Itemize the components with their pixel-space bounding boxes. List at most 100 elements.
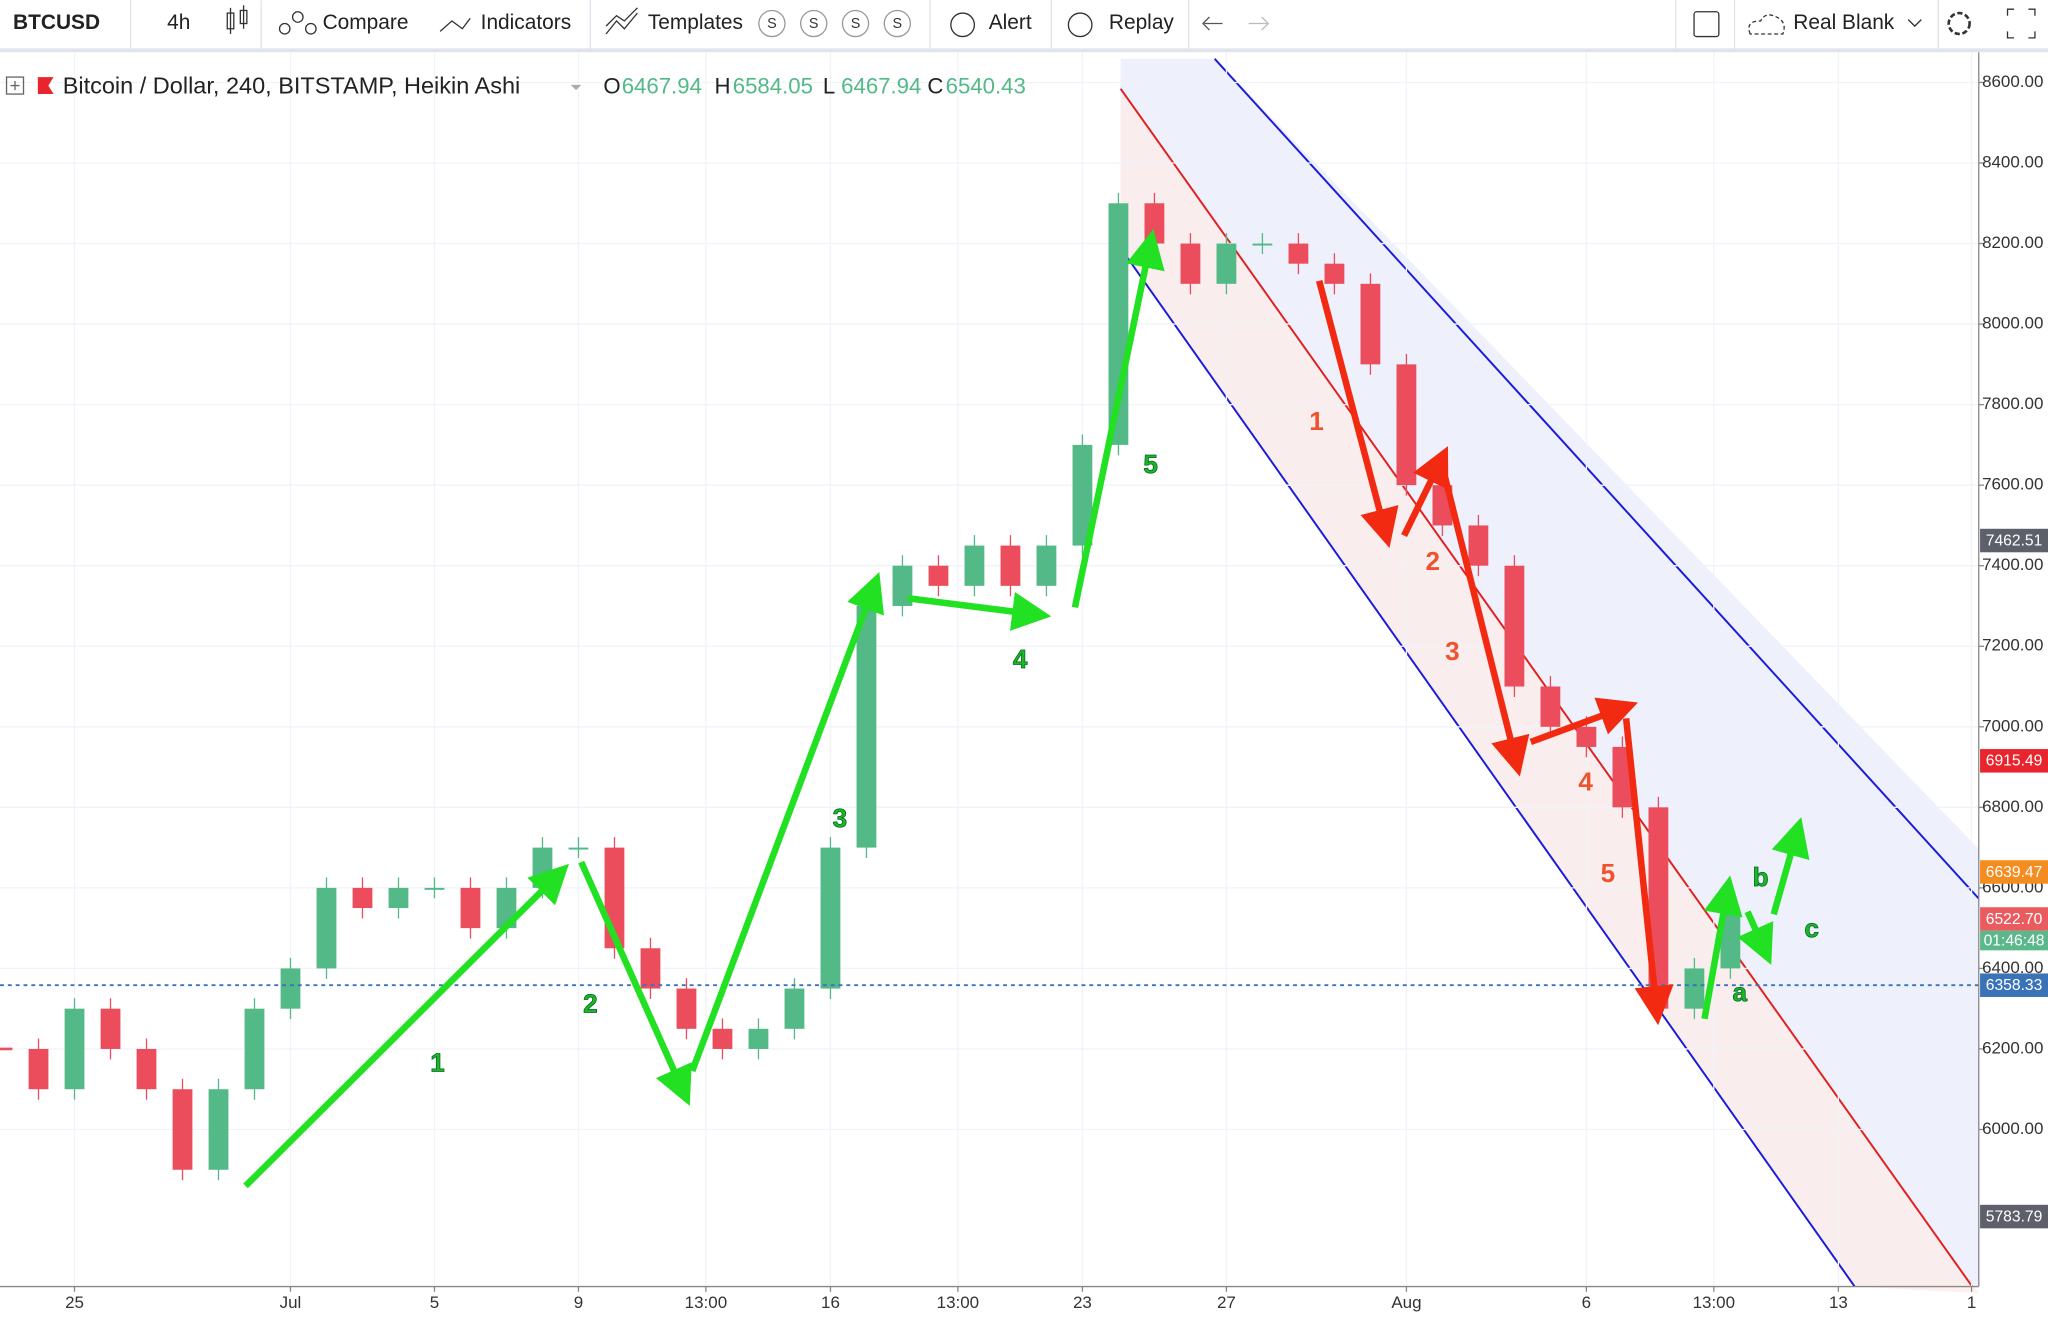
wave-arrow bbox=[689, 572, 884, 1073]
candle-body bbox=[388, 887, 409, 909]
cloud-icon[interactable] bbox=[1748, 14, 1785, 35]
candle-body bbox=[1036, 545, 1057, 586]
x-tick-label: 13:00 bbox=[685, 1293, 727, 1312]
wave-label: 2 bbox=[1426, 546, 1441, 576]
undo[interactable] bbox=[1202, 16, 1223, 31]
select-box[interactable] bbox=[1693, 11, 1720, 38]
candle-body bbox=[1576, 726, 1597, 747]
toolbar: BTCUSD 4h Compare Indicators Templates S… bbox=[0, 0, 2048, 53]
channel-fill bbox=[1120, 58, 1979, 1287]
candle-body bbox=[568, 847, 589, 850]
redo[interactable] bbox=[1248, 16, 1270, 31]
candle-body bbox=[1360, 283, 1381, 365]
candle-body bbox=[280, 968, 301, 1009]
indicators-button[interactable]: Indicators bbox=[481, 11, 572, 34]
price-tag-label: 6915.49 bbox=[1986, 753, 2043, 770]
candle-body bbox=[1144, 203, 1165, 244]
templates-button[interactable]: Templates bbox=[648, 11, 743, 34]
x-tick-label: Aug bbox=[1391, 1293, 1421, 1312]
candle-body bbox=[1324, 263, 1345, 284]
symbol-flag[interactable] bbox=[37, 77, 54, 95]
candle-body bbox=[1396, 364, 1417, 486]
candle-body bbox=[244, 1008, 265, 1090]
layout-name[interactable]: Real Blank bbox=[1793, 11, 1895, 34]
candle-body bbox=[820, 847, 841, 989]
x-tick-label: 9 bbox=[574, 1293, 583, 1312]
ohlc-value: 6540.43 bbox=[946, 73, 1026, 98]
y-tick-label: 6400.00 bbox=[1982, 958, 2043, 977]
x-tick-label: 27 bbox=[1217, 1293, 1236, 1312]
template-slot-label: S bbox=[809, 16, 819, 32]
candle-body bbox=[352, 887, 373, 909]
legend-toggle[interactable] bbox=[5, 76, 25, 95]
template-slot[interactable] bbox=[841, 9, 870, 38]
candle-body bbox=[784, 988, 805, 1029]
y-tick-label: 7200.00 bbox=[1982, 636, 2043, 655]
price-axis bbox=[1978, 52, 2048, 1287]
x-tick-label: 5 bbox=[430, 1293, 439, 1312]
template-slot-label: S bbox=[851, 16, 861, 32]
chart-type-icon[interactable] bbox=[226, 5, 248, 34]
candle-body bbox=[640, 948, 661, 989]
fullscreen[interactable] bbox=[2006, 8, 2036, 39]
wave-label: 2 bbox=[583, 989, 598, 1019]
price-tag-label: 6522.70 bbox=[1986, 911, 2043, 928]
templates-icon[interactable] bbox=[605, 7, 638, 35]
compare-icon[interactable] bbox=[278, 11, 317, 35]
wave-label: 1 bbox=[1309, 406, 1324, 436]
wave-arrow bbox=[578, 860, 692, 1106]
wave-label: 4 bbox=[1013, 644, 1028, 674]
wave-label: 5 bbox=[1601, 858, 1616, 888]
template-slot[interactable] bbox=[800, 9, 828, 38]
wave-arrow bbox=[1529, 697, 1638, 745]
candle-body bbox=[1252, 243, 1273, 246]
replay-button[interactable]: Replay bbox=[1109, 11, 1175, 34]
x-tick-label: 16 bbox=[821, 1293, 840, 1312]
candle-body bbox=[1540, 686, 1561, 727]
wave-label: b bbox=[1753, 862, 1769, 892]
x-tick-label: 25 bbox=[65, 1293, 84, 1312]
x-tick-label: 6 bbox=[1582, 1293, 1591, 1312]
ohlc-value: 6467.94 bbox=[841, 73, 921, 98]
symbol[interactable]: BTCUSD bbox=[13, 11, 100, 34]
ohlc-key: O bbox=[603, 73, 620, 98]
indicators-icon[interactable] bbox=[439, 17, 471, 32]
candle-body bbox=[28, 1048, 49, 1090]
template-slot[interactable] bbox=[883, 9, 912, 38]
x-tick-label: 13:00 bbox=[937, 1293, 979, 1312]
candle-body bbox=[172, 1089, 193, 1170]
wave-label: 1 bbox=[430, 1047, 445, 1077]
x-tick-label: 23 bbox=[1073, 1293, 1092, 1312]
ohlc-key: L bbox=[823, 73, 835, 98]
legend-chevron[interactable] bbox=[570, 84, 582, 91]
candle-body bbox=[1216, 243, 1237, 284]
candle-body bbox=[1612, 746, 1633, 808]
interval[interactable]: 4h bbox=[167, 11, 190, 34]
price-tag bbox=[1980, 1204, 2048, 1229]
y-tick-label: 8000.00 bbox=[1982, 314, 2043, 333]
alert-button[interactable]: Alert bbox=[989, 11, 1032, 34]
price-tag-label: 6639.47 bbox=[1986, 864, 2043, 881]
candle-body bbox=[1468, 525, 1489, 566]
y-tick-label: 6200.00 bbox=[1982, 1038, 2043, 1057]
ohlc-value: 6467.94 bbox=[622, 73, 702, 98]
settings[interactable] bbox=[1947, 11, 1971, 36]
wave-arrow bbox=[243, 863, 569, 1189]
x-tick-label: 13 bbox=[1829, 1293, 1848, 1312]
y-tick-label: 8600.00 bbox=[1982, 72, 2043, 91]
template-slot[interactable] bbox=[758, 9, 786, 38]
alert-icon[interactable] bbox=[950, 12, 976, 38]
candle-body bbox=[424, 887, 445, 890]
countdown-tag bbox=[1980, 930, 2048, 951]
candle-body bbox=[316, 887, 337, 969]
layout-chevron[interactable] bbox=[1907, 19, 1922, 28]
y-tick-label: 7000.00 bbox=[1982, 716, 2043, 735]
replay-icon[interactable] bbox=[1067, 12, 1093, 38]
candle-body bbox=[1288, 243, 1309, 264]
y-tick-label: 7400.00 bbox=[1982, 555, 2043, 574]
wave-arrow bbox=[1401, 446, 1449, 537]
compare-button[interactable]: Compare bbox=[323, 11, 409, 34]
legend-title: Bitcoin / Dollar, 240, BITSTAMP, Heikin … bbox=[63, 73, 521, 99]
wave-label: 5 bbox=[1143, 449, 1158, 479]
